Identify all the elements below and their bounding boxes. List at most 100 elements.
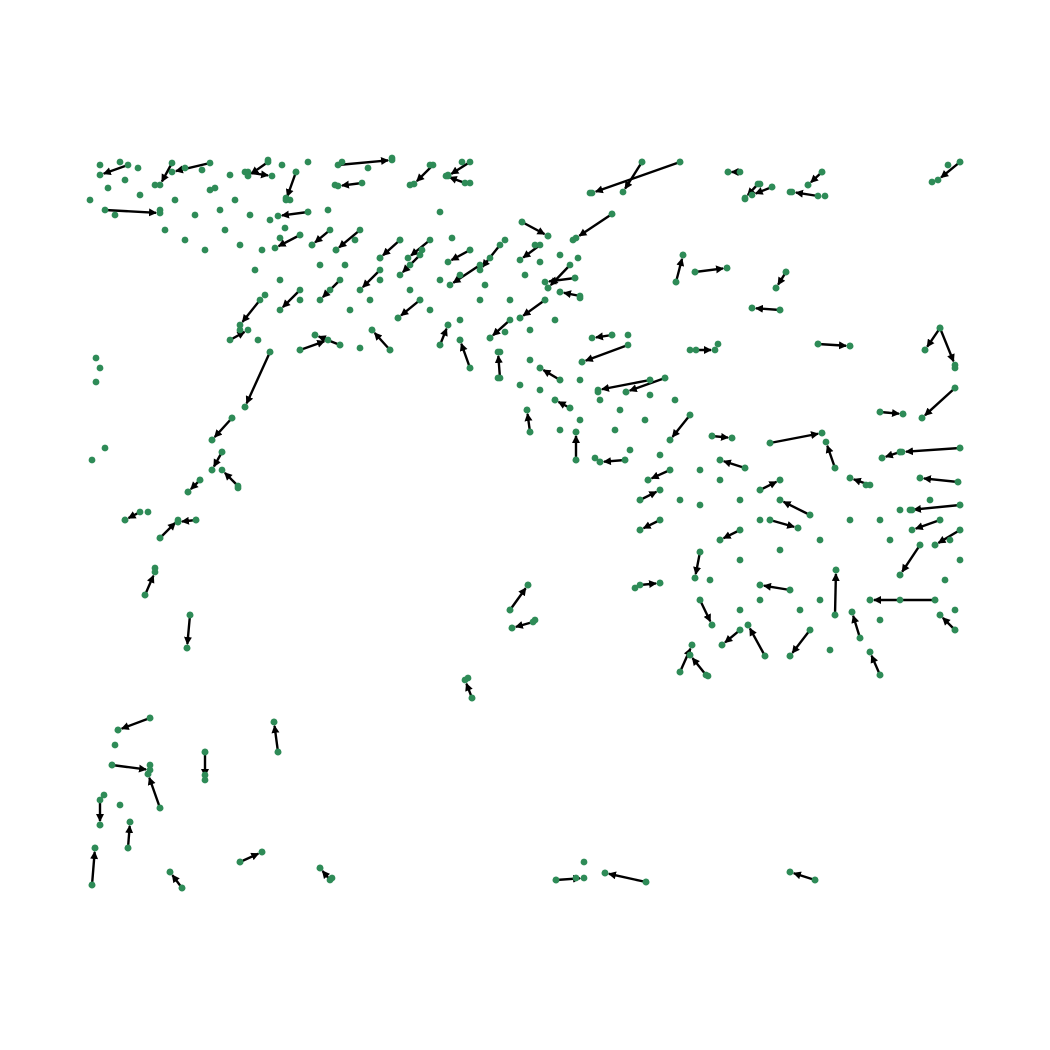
- graph-node: [96, 171, 104, 179]
- graph-node: [951, 606, 959, 614]
- graph-node: [641, 416, 649, 424]
- graph-node: [916, 541, 924, 549]
- graph-node: [296, 296, 304, 304]
- graph-edge: [817, 341, 848, 350]
- graph-node: [456, 271, 464, 279]
- graph-node: [541, 278, 549, 286]
- graph-node: [88, 881, 96, 889]
- graph-node: [761, 652, 769, 660]
- graph-node: [278, 161, 286, 169]
- graph-node: [448, 234, 456, 242]
- graph-node: [86, 196, 94, 204]
- edge-layer: [90, 157, 961, 889]
- graph-node: [516, 381, 524, 389]
- graph-node: [476, 266, 484, 274]
- graph-node: [304, 208, 312, 216]
- graph-edge: [769, 431, 820, 445]
- graph-node: [426, 306, 434, 314]
- graph-node: [934, 176, 942, 184]
- graph-node: [766, 516, 774, 524]
- graph-node: [281, 224, 289, 232]
- graph-node: [296, 231, 304, 239]
- graph-node: [766, 439, 774, 447]
- graph-edge: [213, 417, 233, 438]
- graph-node: [146, 766, 154, 774]
- graph-edge: [338, 229, 361, 249]
- graph-node: [271, 244, 279, 252]
- graph-node: [821, 192, 829, 200]
- graph-edge: [281, 289, 301, 309]
- graph-node: [468, 694, 476, 702]
- graph-node: [716, 456, 724, 464]
- graph-node: [496, 241, 504, 249]
- graph-node: [476, 296, 484, 304]
- graph-node: [556, 376, 564, 384]
- graph-node: [918, 414, 926, 422]
- graph-edge: [361, 269, 381, 289]
- graph-node: [266, 348, 274, 356]
- graph-node: [101, 444, 109, 452]
- graph-node: [936, 516, 944, 524]
- graph-edge: [450, 160, 471, 175]
- graph-node: [772, 284, 780, 292]
- graph-node: [206, 186, 214, 194]
- graph-edge: [624, 161, 644, 190]
- graph-node: [676, 158, 684, 166]
- graph-node: [526, 326, 534, 334]
- graph-node: [396, 236, 404, 244]
- graph-node: [406, 261, 414, 269]
- graph-edge: [769, 518, 796, 529]
- graph-node: [748, 191, 756, 199]
- graph-node: [931, 596, 939, 604]
- graph-node: [436, 341, 444, 349]
- graph-node: [556, 426, 564, 434]
- graph-node: [274, 212, 282, 220]
- graph-node: [736, 606, 744, 614]
- graph-edge: [782, 500, 811, 517]
- graph-node: [846, 516, 854, 524]
- graph-node: [754, 180, 762, 188]
- graph-edge: [698, 599, 712, 623]
- graph-node: [576, 376, 584, 384]
- graph-node: [644, 476, 652, 484]
- graph-node: [270, 718, 278, 726]
- graph-node: [136, 508, 144, 516]
- graph-edge: [452, 264, 481, 284]
- graph-edge: [607, 871, 647, 884]
- graph-node: [702, 671, 710, 679]
- graph-node: [198, 166, 206, 174]
- graph-node: [736, 496, 744, 504]
- graph-node: [341, 261, 349, 269]
- graph-node: [782, 268, 790, 276]
- graph-edge: [594, 160, 681, 194]
- graph-edge: [754, 304, 781, 313]
- graph-node: [688, 641, 696, 649]
- graph-node: [576, 292, 584, 300]
- graph-edge: [762, 582, 791, 592]
- graph-node: [104, 184, 112, 192]
- graph-edge: [120, 716, 151, 730]
- graph-node: [88, 456, 96, 464]
- graph-node: [529, 618, 537, 626]
- graph-node: [356, 286, 364, 294]
- graph-node: [818, 429, 826, 437]
- graph-node: [724, 168, 732, 176]
- graph-node: [896, 596, 904, 604]
- graph-node: [258, 848, 266, 856]
- graph-node: [376, 276, 384, 284]
- graph-node: [626, 446, 634, 454]
- graph-node: [696, 501, 704, 509]
- graph-node: [816, 536, 824, 544]
- graph-node: [274, 748, 282, 756]
- graph-node: [526, 356, 534, 364]
- graph-node: [636, 496, 644, 504]
- graph-node: [191, 211, 199, 219]
- graph-node: [796, 606, 804, 614]
- graph-edge: [245, 351, 272, 405]
- graph-node: [686, 411, 694, 419]
- graph-node: [276, 234, 284, 242]
- graph-node: [788, 188, 796, 196]
- graph-node: [244, 326, 252, 334]
- graph-node: [619, 188, 627, 196]
- graph-node: [638, 158, 646, 166]
